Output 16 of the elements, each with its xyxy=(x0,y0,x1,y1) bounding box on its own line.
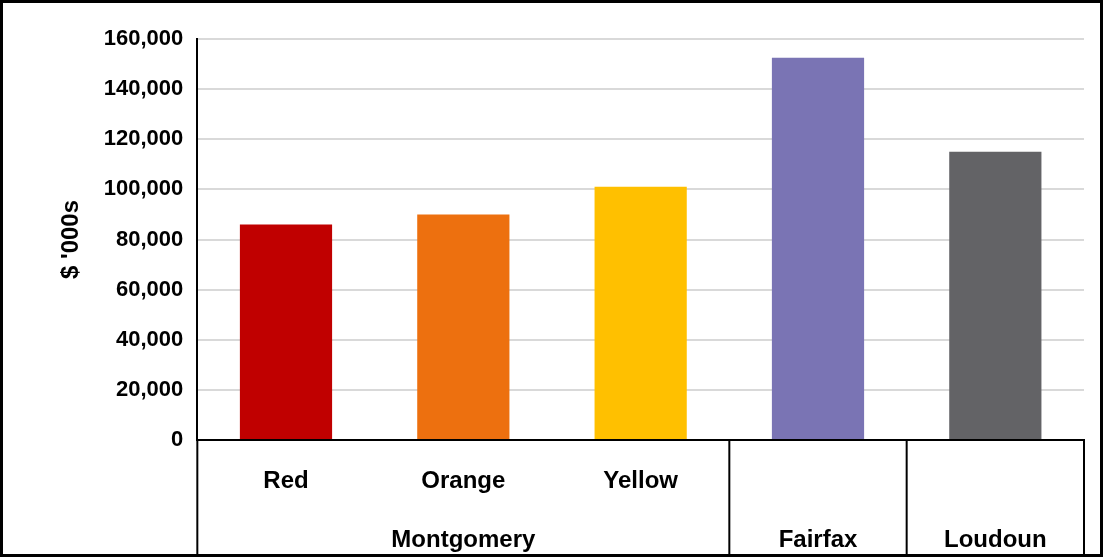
x-tick-label: Red xyxy=(263,465,309,493)
y-tick-label: 140,000 xyxy=(103,75,184,101)
y-tick-label: 40,000 xyxy=(116,325,184,351)
y-tick-label: 80,000 xyxy=(116,225,184,251)
y-tick-label: 160,000 xyxy=(103,25,184,51)
y-tick-label: 100,000 xyxy=(103,175,184,201)
y-tick-label: 120,000 xyxy=(103,125,184,151)
x-tick-label: Yellow xyxy=(603,465,679,493)
x-tick-label: Loudoun xyxy=(944,524,1047,552)
y-tick-label: 60,000 xyxy=(116,275,184,301)
y-tick-label: 0 xyxy=(171,426,184,452)
x-tick-label: Fairfax xyxy=(778,524,858,552)
y-axis-title: $ '000s xyxy=(56,199,84,280)
text: Montgomery xyxy=(391,524,536,552)
y-tick-label: 20,000 xyxy=(116,375,184,401)
x-tick-label: Orange xyxy=(421,465,506,493)
